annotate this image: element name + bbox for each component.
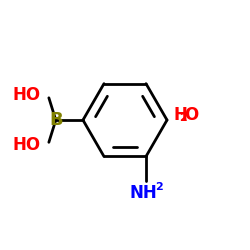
Text: 2: 2 <box>155 182 162 192</box>
Text: H: H <box>173 106 187 124</box>
Text: 2: 2 <box>180 112 187 122</box>
Text: O: O <box>184 106 198 124</box>
Text: HO: HO <box>13 86 41 104</box>
Text: HO: HO <box>13 136 41 154</box>
Text: NH: NH <box>130 184 158 202</box>
Text: B: B <box>49 111 62 129</box>
